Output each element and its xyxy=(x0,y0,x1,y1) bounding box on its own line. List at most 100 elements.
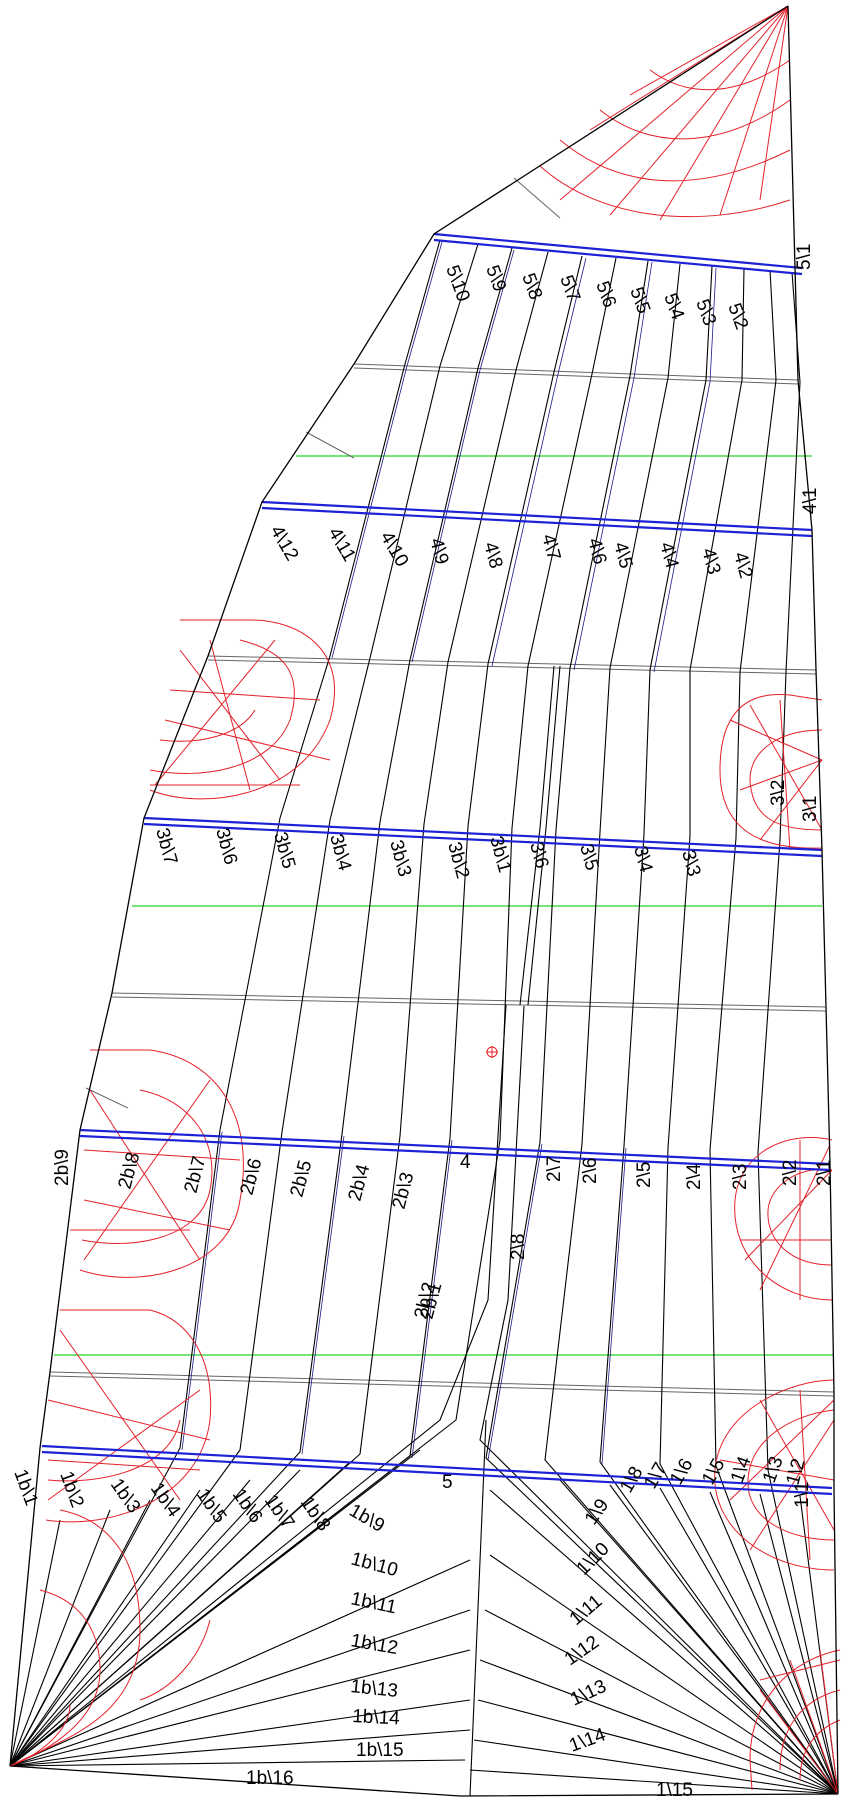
tack-radial-4 xyxy=(9,1489,201,1767)
tack-radial-10 xyxy=(9,1609,471,1767)
panel-label-panel-1b-12: 1b\12 xyxy=(349,1630,399,1659)
panel-label-panel-1-11: 1\11 xyxy=(566,1591,607,1630)
panel-label-panel-1b-8: 1b\8 xyxy=(296,1493,334,1535)
panel-label-panel-1-13: 1\13 xyxy=(567,1676,609,1711)
seam-line-10 xyxy=(659,267,839,1795)
tack-patch xyxy=(9,1509,211,1767)
panel-label-panel-5-5: 5\6 xyxy=(591,279,620,311)
panel-label-panel-5-2: 5\9 xyxy=(481,263,510,295)
panel-label-panel-1b-1: 1b\1 xyxy=(9,1467,41,1509)
panel-label-panel-1-14: 1\14 xyxy=(567,1724,609,1757)
panel-label-panel-2b-6: 2b\4 xyxy=(345,1162,375,1204)
panel-label-panel-3-5: 3\2 xyxy=(768,780,789,806)
panel-label-panel-2b-4: 2b\6 xyxy=(237,1156,267,1197)
seam-line-15 xyxy=(527,665,561,1006)
luff-patch-lower xyxy=(45,1309,212,1523)
panel-label-panel-2b-3: 2b\7 xyxy=(181,1154,211,1195)
panel-label-panel-2-7: 2\2 xyxy=(780,1160,801,1186)
panel-label-panel-4-11: 4\2 xyxy=(729,550,756,581)
seam-line-16 xyxy=(519,665,555,1006)
tack-radial-3 xyxy=(9,1499,151,1767)
panel-label-panel-2b-2: 2b\8 xyxy=(115,1150,145,1191)
tack-radial-14 xyxy=(9,1759,466,1767)
panel-label-panel-4-2: 4\11 xyxy=(324,524,360,565)
panel-label-panel-1b-9: 1b\9 xyxy=(346,1500,389,1537)
panel-label-panel-1-4: 1\4 xyxy=(727,1453,756,1485)
clew-radial-10 xyxy=(659,1487,839,1795)
sail-outline xyxy=(9,5,839,1797)
panel-label-panel-1b-14: 1b\14 xyxy=(352,1706,401,1729)
seam-line-7 xyxy=(485,260,839,1795)
clew-radial-5 xyxy=(477,1699,839,1795)
tack-radial-8 xyxy=(9,1449,421,1767)
tack-radial-1 xyxy=(9,1519,61,1767)
panel-label-panel-3-1: 3\6 xyxy=(525,840,552,871)
leech-patch-upper xyxy=(719,693,823,851)
panel-label-panel-3b-5: 3b\3 xyxy=(385,838,415,879)
clew-patch xyxy=(749,1649,841,1795)
panel-labels: 5\10 5\9 5\8 5\7 5\6 5\5 5\4 5\3 5\25\14\12 4\11 4… xyxy=(9,244,835,1801)
clew-radial-12 xyxy=(759,1493,839,1795)
panel-label-panel-2-8: 2\1 xyxy=(814,1160,835,1186)
panel-label-panel-1b-16: 1b\16 xyxy=(246,1768,294,1789)
clew-radial-1 xyxy=(489,1489,839,1795)
seam-double-line-10 xyxy=(601,1147,627,1465)
tack-radial-2 xyxy=(9,1509,111,1767)
seam-double-line-9 xyxy=(487,1143,543,1461)
panel-label-section-numbers-2: 4 xyxy=(460,1152,471,1173)
seam-line-13 xyxy=(9,1004,507,1767)
panel-label-panel-1b-13: 1b\13 xyxy=(349,1676,398,1702)
panel-label-panel-2-4: 2\5 xyxy=(634,1162,655,1188)
seam-double-line-2 xyxy=(411,249,515,663)
tack-radial-13 xyxy=(9,1729,471,1767)
panel-label-panel-1b-15: 1b\15 xyxy=(356,1740,404,1761)
seam-line-9 xyxy=(599,265,839,1795)
panel-label-panel-1b-3: 1b\3 xyxy=(106,1475,144,1517)
tack-radial-5 xyxy=(9,1479,251,1767)
tack-radial-6 xyxy=(9,1469,301,1767)
panel-label-panel-1b-5: 1b\5 xyxy=(192,1485,230,1527)
panel-label-section-numbers-1: 5 xyxy=(442,1472,453,1493)
seam-line-4 xyxy=(9,251,549,1767)
center-marker xyxy=(486,1046,498,1058)
panel-label-panel-1b-7: 1b\7 xyxy=(260,1491,298,1533)
panel-label-panel-2-1: 2\8 xyxy=(508,1234,529,1260)
panel-label-panel-2-3: 2\6 xyxy=(580,1158,601,1184)
clew-radial-2 xyxy=(489,1554,839,1795)
panel-label-panel-2-6: 2\3 xyxy=(730,1164,751,1190)
panel-label-panel-2b-1: 2b\9 xyxy=(52,1149,73,1186)
panel-label-panel-5-7: 5\4 xyxy=(659,291,688,323)
seam-double-line-8 xyxy=(411,1139,453,1459)
reinforcement-patches xyxy=(9,5,841,1795)
panel-label-panel-3b-7: 3b\1 xyxy=(485,834,515,875)
panel-label-panel-4-10: 4\3 xyxy=(697,546,724,577)
seam-line-8 xyxy=(544,263,839,1795)
panel-label-panel-2b-7: 2b\3 xyxy=(389,1170,419,1211)
panel-label-panel-4-7: 4\6 xyxy=(583,536,610,567)
panel-label-panel-2b-5: 2b\5 xyxy=(287,1158,317,1199)
panel-label-panel-1b-11: 1b\11 xyxy=(349,1588,398,1618)
clew-radial-8 xyxy=(559,1479,839,1795)
seam-double-line-7 xyxy=(301,1135,345,1455)
seam-double-line-1 xyxy=(331,241,443,659)
panel-label-panel-4-3: 4\10 xyxy=(376,528,413,571)
panel-label-panel-4-12: 4\1 xyxy=(800,488,821,514)
panel-label-panel-4-1: 4\12 xyxy=(266,522,303,565)
panel-label-panel-1-5: 1\5 xyxy=(698,1455,729,1488)
panel-label-panel-4-8: 4\5 xyxy=(609,540,636,571)
panel-label-panel-1b-6: 1b\6 xyxy=(228,1485,266,1527)
clew-radial-4 xyxy=(479,1659,839,1795)
panel-label-panel-5-1: 5\10 xyxy=(441,263,473,305)
tack-radial-9 xyxy=(9,1559,471,1767)
seam-line-11 xyxy=(709,269,839,1795)
tack-radial-11 xyxy=(9,1649,471,1767)
tack-radial-7 xyxy=(9,1461,351,1767)
panel-label-panel-5-8: 5\3 xyxy=(691,297,720,329)
clew-radial-11 xyxy=(709,1491,839,1795)
batten-lines xyxy=(41,232,833,1496)
panel-label-panel-4-5: 4\8 xyxy=(479,540,506,571)
panel-label-panel-3b-2: 3b\6 xyxy=(211,826,241,867)
seam-line-14 xyxy=(479,1005,839,1795)
panel-label-panel-3-4: 3\3 xyxy=(677,848,704,879)
